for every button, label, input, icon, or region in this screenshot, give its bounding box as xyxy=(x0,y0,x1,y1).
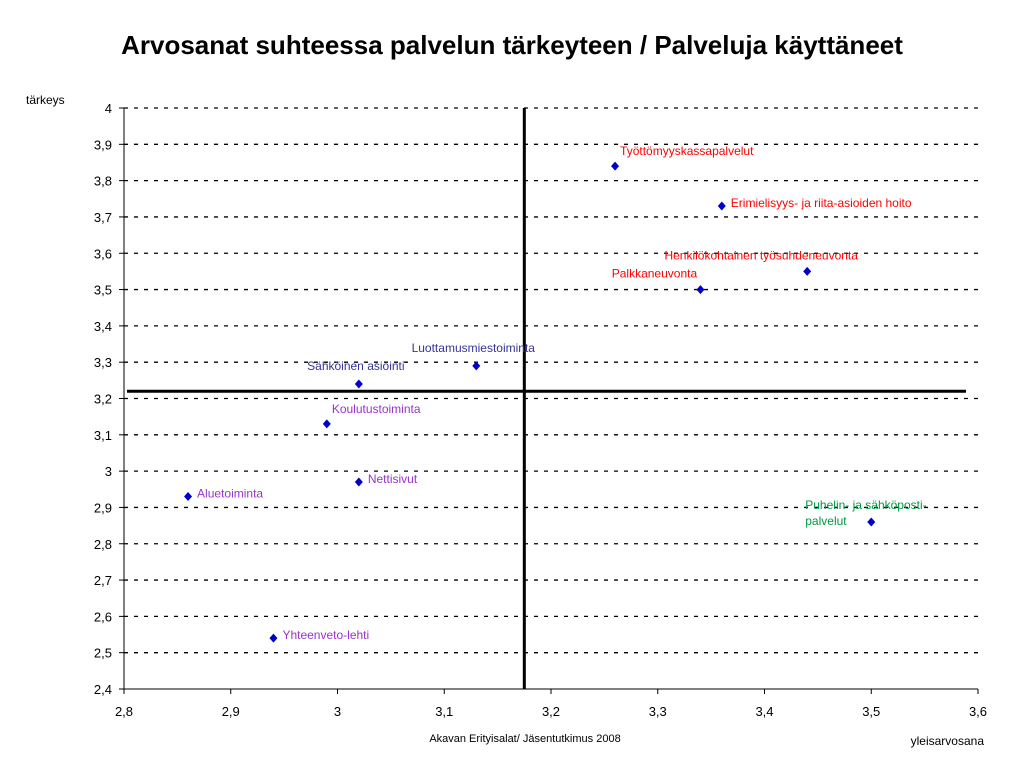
data-label-line: Puhelin- ja sähköposti- xyxy=(805,498,926,512)
data-label-line: Henkilökohtainen työsuhdeneuvonta xyxy=(664,248,858,262)
data-point xyxy=(803,266,812,276)
x-axis-label: yleisarvosana xyxy=(911,734,985,748)
y-tick-label: 3 xyxy=(105,464,112,479)
x-tick-label: 2,9 xyxy=(222,704,240,719)
data-point xyxy=(867,517,876,527)
data-label-line: Nettisivut xyxy=(368,472,418,486)
data-label-line: Työttömyyskassapalvelut xyxy=(620,144,754,158)
x-tick-label: 3,4 xyxy=(755,704,773,719)
x-tick-label: 2,8 xyxy=(115,704,133,719)
data-point xyxy=(354,379,363,389)
y-tick-label: 3,3 xyxy=(94,355,112,370)
data-label-line: Palkkaneuvonta xyxy=(612,267,698,281)
chart-title: Arvosanat suhteessa palvelun tärkeyteen … xyxy=(121,30,903,60)
data-label-line: Erimielisyys- ja riita-asioiden hoito xyxy=(731,196,912,210)
data-label: Puhelin- ja sähköposti-palvelut xyxy=(805,498,926,528)
data-label-line: Luottamusmiestoiminta xyxy=(412,341,536,355)
y-tick-label: 3,4 xyxy=(94,319,112,334)
x-tick-label: 3,2 xyxy=(542,704,560,719)
y-tick-label: 3,6 xyxy=(94,246,112,261)
data-label: Työttömyyskassapalvelut xyxy=(620,144,754,158)
y-tick-label: 3,2 xyxy=(94,392,112,407)
data-label-line: Sähköinen asiointi xyxy=(307,359,404,373)
y-tick-label: 2,9 xyxy=(94,500,112,515)
y-tick-label: 2,6 xyxy=(94,609,112,624)
data-point xyxy=(611,161,620,171)
y-tick-label: 2,4 xyxy=(94,682,112,697)
data-point xyxy=(184,492,193,502)
y-tick-label: 3,8 xyxy=(94,174,112,189)
data-label: Nettisivut xyxy=(368,472,418,486)
source-note: Akavan Erityisalat/ Jäsentutkimus 2008 xyxy=(429,733,620,745)
data-label-line: Yhteenveto-lehti xyxy=(282,628,369,642)
y-tick-label: 2,8 xyxy=(94,537,112,552)
data-label: Koulutustoiminta xyxy=(332,402,421,416)
y-tick-label: 3,9 xyxy=(94,137,112,152)
y-tick-label: 2,7 xyxy=(94,573,112,588)
data-label-line: palvelut xyxy=(805,514,847,528)
data-label: Palkkaneuvonta xyxy=(612,267,698,281)
x-tick-label: 3,6 xyxy=(969,704,987,719)
data-label: Erimielisyys- ja riita-asioiden hoito xyxy=(731,196,912,210)
y-tick-label: 3,5 xyxy=(94,283,112,298)
data-label: Luottamusmiestoiminta xyxy=(412,341,536,355)
x-tick-label: 3,3 xyxy=(649,704,667,719)
y-tick-label: 4 xyxy=(105,101,112,116)
data-label: Aluetoiminta xyxy=(197,487,263,501)
x-tick-label: 3,1 xyxy=(435,704,453,719)
data-label-line: Aluetoiminta xyxy=(197,487,263,501)
y-tick-label: 3,7 xyxy=(94,210,112,225)
x-tick-label: 3 xyxy=(334,704,341,719)
data-point xyxy=(354,477,363,487)
y-tick-label: 2,5 xyxy=(94,646,112,661)
data-point xyxy=(717,201,726,211)
data-label: Henkilökohtainen työsuhdeneuvonta xyxy=(664,248,858,262)
data-point xyxy=(696,285,705,295)
x-tick-label: 3,5 xyxy=(862,704,880,719)
data-point xyxy=(472,361,481,371)
data-point xyxy=(322,419,331,429)
data-label-line: Koulutustoiminta xyxy=(332,402,421,416)
y-axis-label: tärkeys xyxy=(26,93,65,107)
data-point xyxy=(269,633,278,643)
y-tick-label: 3,1 xyxy=(94,428,112,443)
data-label: Sähköinen asiointi xyxy=(307,359,404,373)
data-label: Yhteenveto-lehti xyxy=(282,628,369,642)
